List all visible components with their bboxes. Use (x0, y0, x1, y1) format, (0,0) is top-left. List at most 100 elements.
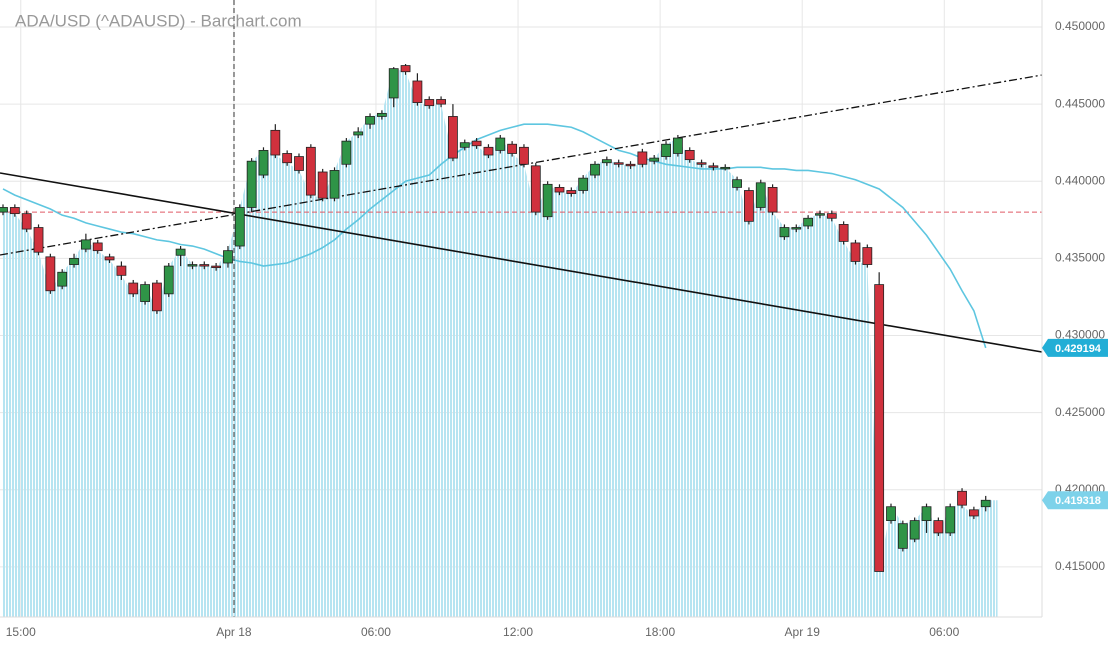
candle-body (767, 187, 778, 213)
y-tick-label: 0.430000 (1055, 328, 1105, 342)
candle-body (826, 213, 837, 219)
price-tag (1042, 491, 1108, 510)
candle-body (921, 506, 932, 521)
candle-body (483, 146, 494, 156)
candle-body (187, 264, 198, 267)
candle-body (968, 509, 979, 517)
candle-body (376, 112, 387, 117)
candle-body (353, 131, 364, 136)
candle-body (400, 65, 411, 73)
candle-body (530, 165, 541, 213)
candle-body (886, 506, 896, 521)
candle-body (175, 248, 186, 256)
candle-body (838, 224, 849, 242)
candle-body (234, 207, 245, 247)
candle-body (578, 177, 589, 191)
candle-body (163, 265, 174, 295)
candle-body (152, 282, 162, 312)
candle-body (542, 183, 553, 218)
candle-body (720, 166, 731, 170)
candle-body (246, 160, 257, 208)
y-tick-label: 0.435000 (1055, 251, 1105, 265)
candle-body (850, 242, 861, 262)
candle-body (803, 217, 814, 227)
candle-body (223, 250, 233, 264)
candle-body (471, 140, 482, 147)
candle-body (80, 239, 91, 250)
price-tag-label: 0.429194 (1055, 343, 1102, 355)
candle-body (519, 146, 529, 165)
candle-body (341, 140, 352, 165)
x-tick-label: 06:00 (929, 625, 959, 639)
trendline (0, 74, 1043, 256)
y-tick-label: 0.415000 (1055, 559, 1105, 573)
candle-body (128, 282, 139, 295)
candle-body (661, 143, 671, 157)
candles (0, 64, 991, 572)
candle-body (45, 256, 56, 292)
candle-body (672, 137, 683, 154)
candle-body (412, 80, 423, 103)
candle-body (33, 227, 44, 253)
candle-body (436, 99, 446, 105)
x-tick-label: 18:00 (645, 625, 675, 639)
candle-body (211, 265, 222, 269)
candle-body (625, 163, 636, 167)
candle-body (566, 190, 577, 194)
candle-body (104, 256, 115, 261)
candle-body (744, 190, 754, 222)
candle-body (649, 157, 660, 162)
candle-body (613, 162, 624, 165)
candle-body (732, 179, 742, 188)
candle-body (980, 499, 991, 508)
candle-body (294, 156, 304, 171)
moving-average (2, 123, 987, 349)
candle-body (755, 182, 766, 208)
candle-body (9, 207, 20, 215)
x-tick-label: 15:00 (6, 625, 36, 639)
candle-body (92, 242, 103, 252)
candle-body (791, 227, 802, 230)
candle-body (317, 171, 328, 199)
candle-body (909, 520, 920, 540)
candle-body (116, 265, 127, 276)
candle-body (779, 227, 790, 238)
candle-body (957, 490, 967, 506)
candle-body (329, 170, 340, 199)
candle-body (507, 143, 518, 154)
candle-body (0, 207, 8, 213)
candle-body (684, 149, 695, 161)
y-tick-label: 0.450000 (1055, 19, 1105, 33)
candle-body (424, 99, 435, 107)
candle-body (365, 116, 375, 125)
candle-body (69, 257, 79, 265)
x-tick-label: 12:00 (503, 625, 533, 639)
candle-body (258, 149, 269, 176)
y-tick-label: 0.445000 (1055, 96, 1105, 110)
candle-body (554, 187, 565, 193)
candle-body (57, 271, 68, 287)
candle-body (282, 153, 293, 164)
candle-body (862, 247, 873, 265)
candle-body (590, 163, 600, 176)
x-tick-label: 06:00 (361, 625, 391, 639)
candle-body (199, 264, 210, 267)
x-tick-label: Apr 19 (785, 625, 821, 639)
candle-body (637, 151, 648, 165)
y-tick-label: 0.425000 (1055, 405, 1105, 419)
x-tick-label: Apr 18 (216, 625, 252, 639)
price-tag (1042, 338, 1108, 357)
candle-body (601, 159, 612, 164)
candle-body (459, 142, 470, 148)
chart-title: ADA/USD (^ADAUSD) - Barchart.com (15, 11, 302, 30)
candle-body (140, 284, 150, 302)
candle-body (874, 284, 885, 572)
candle-body (388, 68, 399, 99)
candle-body (945, 506, 956, 534)
candle-body (933, 520, 944, 534)
price-tag-label: 0.419318 (1055, 495, 1101, 507)
candle-body (897, 523, 908, 549)
trendline (0, 172, 1043, 353)
